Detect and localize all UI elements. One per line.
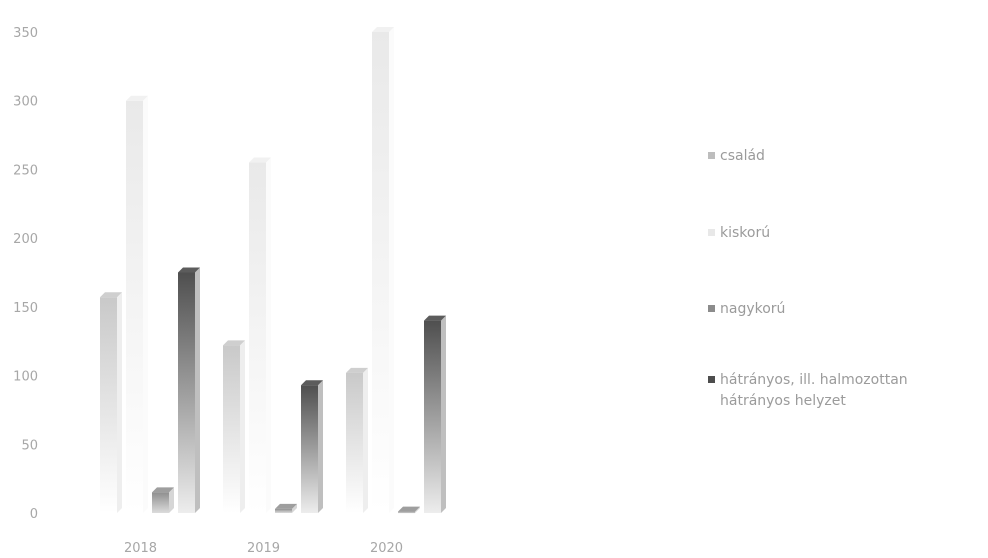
bar-top [126, 95, 148, 101]
y-tick-label: 0 [30, 507, 38, 522]
bar-2018-series-1 [126, 95, 148, 513]
bar-side [292, 503, 297, 513]
bar-front [223, 345, 240, 513]
bar-front [346, 372, 363, 513]
legend-label: hátrányos helyzet [720, 393, 846, 409]
x-tick-label: 2019 [247, 541, 280, 556]
y-axis: 0 50 100 150 200 250 300 350 [13, 26, 38, 522]
bar-2019-series-2 [275, 503, 297, 513]
bar-front [249, 162, 266, 514]
bar-front [301, 385, 318, 513]
legend-marker [708, 376, 715, 383]
bar-top [398, 506, 420, 512]
legend-entry-3: hátrányos, ill. halmozottan hátrányos hel… [708, 372, 908, 409]
bar-side [240, 340, 245, 513]
bar-2020-series-1 [372, 27, 394, 513]
legend-label: kiskorú [720, 225, 770, 241]
bar-2020-series-2 [398, 506, 420, 514]
bars [100, 27, 446, 514]
bar-top [346, 367, 368, 373]
bar-top [249, 157, 271, 163]
bar-top [100, 292, 122, 298]
bar-side [266, 157, 271, 514]
legend-entry-0: család [708, 148, 765, 164]
legend-label: hátrányos, ill. halmozottan [720, 372, 908, 388]
bar-front [372, 32, 389, 513]
y-tick-label: 250 [13, 163, 38, 178]
bar-side [143, 95, 148, 513]
y-tick-label: 350 [13, 26, 38, 41]
bar-2020-series-0 [346, 367, 368, 513]
bar-top [223, 340, 245, 346]
bar-front [126, 100, 143, 513]
bar-2019-series-3 [301, 380, 323, 513]
legend-label: nagykorú [720, 301, 785, 317]
bar-front [152, 492, 169, 513]
y-tick-label: 300 [13, 95, 38, 110]
x-tick-label: 2020 [370, 541, 403, 556]
bar-side [441, 315, 446, 513]
bar-2018-series-0 [100, 292, 122, 513]
bar-side [195, 267, 200, 513]
bar-side [169, 487, 174, 513]
bar-front [424, 320, 441, 513]
y-tick-label: 200 [13, 232, 38, 247]
bar-top [152, 487, 174, 493]
legend-entry-2: nagykorú [708, 301, 785, 317]
bar-front [398, 511, 415, 514]
bar-front [275, 508, 292, 513]
bar-side [415, 506, 420, 513]
bar-2019-series-0 [223, 340, 245, 513]
bar-front [178, 272, 195, 513]
bar-side [318, 380, 323, 513]
legend-entry-1: kiskorú [708, 225, 770, 241]
y-tick-label: 50 [21, 438, 38, 453]
bar-side [389, 27, 394, 513]
bar-top [372, 27, 394, 32]
bar-front [100, 297, 117, 513]
x-tick-label: 2018 [124, 541, 157, 556]
x-axis: 2018 2019 2020 [124, 541, 403, 556]
y-tick-label: 100 [13, 370, 38, 385]
legend-marker [708, 152, 715, 159]
legend-marker [708, 229, 715, 236]
bar-2020-series-3 [424, 315, 446, 513]
bar-2018-series-2 [152, 487, 174, 513]
bar-2019-series-1 [249, 157, 271, 514]
y-tick-label: 150 [13, 301, 38, 316]
bar-top [301, 380, 323, 386]
bar-top [178, 267, 200, 273]
legend: család kiskorú nagykorú hátrányos, ill. hal… [708, 148, 908, 409]
legend-label: család [720, 148, 765, 164]
bar-2018-series-3 [178, 267, 200, 513]
legend-marker [708, 305, 715, 312]
bar-top [275, 503, 297, 509]
bar-top [424, 315, 446, 321]
bar-side [363, 367, 368, 513]
bar-side [117, 292, 122, 513]
